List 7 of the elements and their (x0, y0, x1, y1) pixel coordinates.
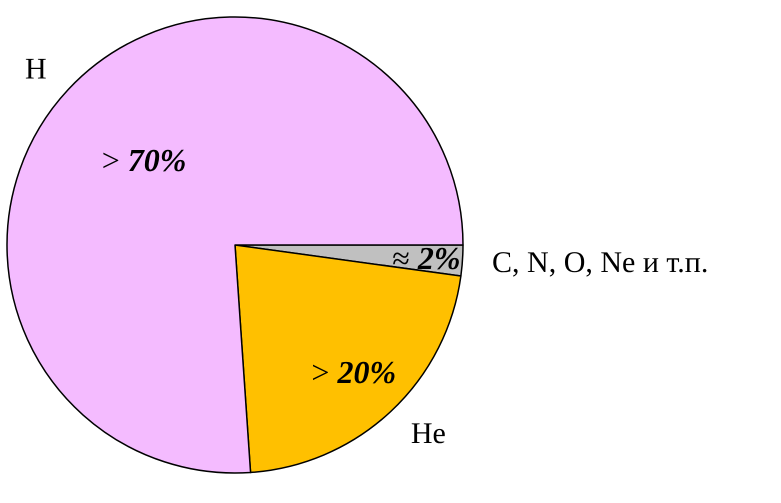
slice-label: C, N, O, Ne и т.п. (492, 246, 708, 280)
data-label: ≈ 2% (392, 240, 460, 276)
pie-slice (6, 16, 464, 474)
slice-label: H (25, 52, 47, 86)
data-label: > 20% (311, 354, 396, 390)
slice-label: He (410, 416, 446, 450)
data-label: > 70% (102, 142, 186, 178)
